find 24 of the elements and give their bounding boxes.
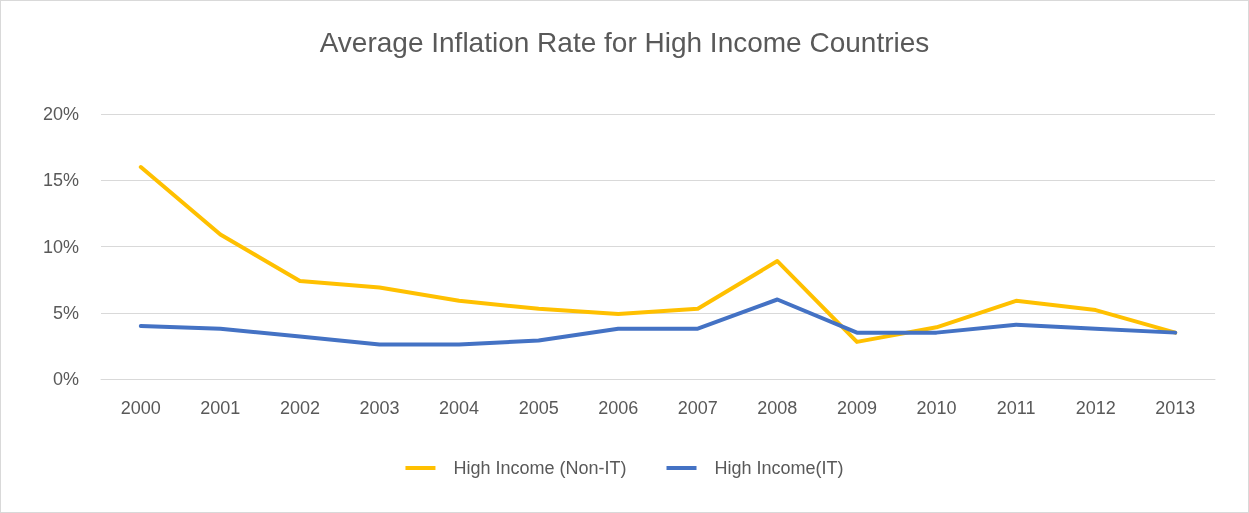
line-series	[138, 165, 1178, 344]
y-tick-label: 20%	[42, 104, 79, 124]
legend-label: High Income(IT)	[714, 458, 844, 478]
x-tick-label: 2000	[120, 398, 161, 418]
x-tick-label: 2008	[757, 398, 798, 418]
x-tick-label: 2001	[200, 398, 241, 418]
y-tick-label: 5%	[52, 302, 79, 323]
y-tick-label: 10%	[42, 236, 79, 257]
x-tick-label: 2004	[439, 398, 480, 418]
x-tick-label: 2013	[1155, 398, 1196, 418]
x-tick-label: 2005	[518, 398, 559, 418]
x-tick-label: 2011	[996, 398, 1036, 418]
x-tick-label: 2007	[677, 398, 718, 418]
x-tick-label: 2010	[916, 398, 957, 418]
line-series	[138, 297, 1178, 347]
chart-title: Average Inflation Rate for High Income Countries	[319, 26, 930, 58]
y-tick-label: 15%	[42, 170, 79, 191]
legend-label: High Income (Non-IT)	[453, 458, 627, 478]
x-tick-label: 2009	[836, 398, 877, 418]
x-tick-label: 2006	[598, 398, 639, 418]
x-tick-label: 2003	[359, 398, 400, 418]
y-tick-label: 0%	[52, 369, 79, 389]
x-tick-label: 2012	[1075, 398, 1116, 418]
x-tick-label: 2002	[279, 398, 320, 418]
